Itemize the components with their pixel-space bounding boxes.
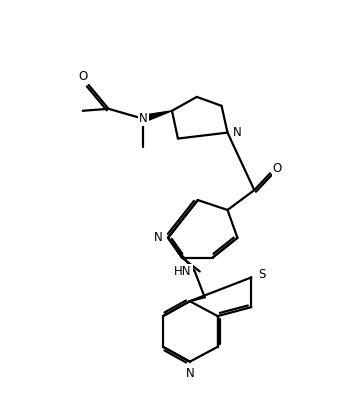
Text: N: N xyxy=(139,112,147,125)
Polygon shape xyxy=(142,111,172,122)
Text: O: O xyxy=(78,70,87,82)
Text: S: S xyxy=(259,268,266,281)
Text: N: N xyxy=(185,367,194,380)
Text: O: O xyxy=(273,162,282,175)
Text: N: N xyxy=(154,231,162,244)
Text: HN: HN xyxy=(174,265,192,278)
Text: N: N xyxy=(139,112,147,125)
Text: N: N xyxy=(233,126,242,139)
